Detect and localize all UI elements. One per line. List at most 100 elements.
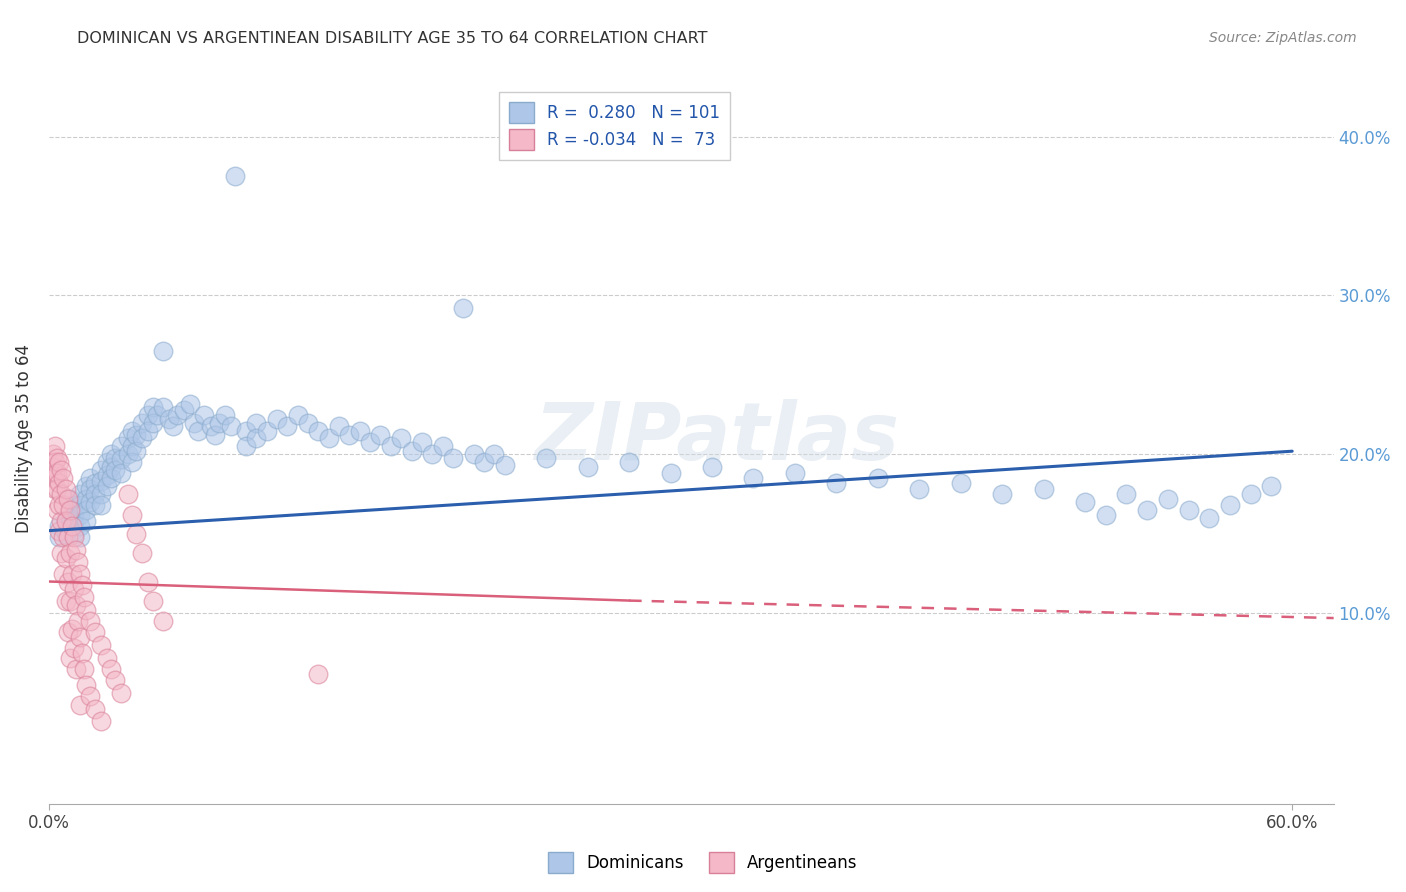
Point (55, 483, 77, 497)
Point (83, 487, 105, 501)
Point (100, 662, 122, 676)
Point (1260, 479, 1282, 493)
Point (63, 530, 86, 544)
Point (245, 416, 267, 430)
Point (145, 408, 167, 422)
Point (63, 508, 86, 522)
Point (125, 444, 148, 458)
Point (59, 593, 82, 607)
Point (55, 514, 77, 528)
Point (46, 467, 69, 481)
Point (65, 542, 87, 557)
Point (131, 432, 153, 446)
Point (69, 530, 91, 544)
Point (121, 508, 143, 522)
Point (297, 416, 319, 430)
Point (1177, 503, 1199, 517)
Point (307, 424, 329, 438)
Point (1115, 487, 1137, 501)
Point (52, 471, 75, 485)
Point (96, 650, 118, 665)
Point (208, 416, 231, 430)
Point (401, 444, 423, 458)
Point (52, 566, 75, 581)
Point (783, 467, 806, 481)
Legend: R =  0.280   N = 101, R = -0.034   N =  73: R = 0.280 N = 101, R = -0.034 N = 73 (499, 92, 730, 160)
Point (1032, 483, 1054, 497)
Point (472, 455, 495, 469)
Point (131, 546, 153, 560)
Point (69, 508, 91, 522)
Point (46, 483, 69, 497)
Point (56, 625, 79, 640)
Point (328, 418, 350, 433)
Point (75, 491, 97, 506)
Point (276, 418, 298, 433)
Point (742, 471, 765, 485)
Point (117, 487, 139, 501)
Point (339, 428, 361, 442)
Point (65, 662, 87, 676)
Point (110, 686, 132, 700)
Point (83, 625, 105, 640)
Point (63, 498, 86, 512)
Legend: Dominicans, Argentineans: Dominicans, Argentineans (541, 846, 865, 880)
Point (183, 416, 205, 430)
Point (48, 524, 70, 538)
Point (69, 487, 91, 501)
Point (73, 591, 96, 605)
Point (110, 452, 132, 467)
Point (70, 577, 93, 591)
Point (200, 418, 222, 433)
Point (453, 301, 475, 315)
Point (825, 475, 848, 490)
Point (152, 614, 174, 628)
Point (75, 514, 97, 528)
Point (48, 519, 70, 533)
Point (224, 169, 246, 184)
Point (617, 455, 640, 469)
Point (69, 566, 91, 581)
Point (79, 689, 101, 703)
Point (90, 475, 112, 489)
Point (389, 432, 412, 446)
Point (51, 546, 73, 560)
Point (138, 574, 160, 589)
Point (370, 428, 392, 442)
Point (51, 487, 73, 501)
Point (59, 511, 82, 525)
Point (63, 517, 86, 532)
Point (359, 434, 381, 449)
Point (44, 467, 66, 481)
Point (52, 498, 75, 512)
Text: ZIPatlas: ZIPatlas (534, 400, 900, 477)
Point (96, 468, 118, 483)
Point (157, 412, 180, 426)
Point (70, 646, 93, 660)
Point (60, 622, 83, 636)
Point (235, 439, 257, 453)
Point (48, 498, 70, 512)
Point (1219, 498, 1241, 512)
Point (463, 447, 485, 461)
Point (494, 458, 516, 473)
Point (659, 467, 682, 481)
Point (110, 467, 132, 481)
Point (55, 593, 77, 607)
Point (55, 514, 77, 528)
Point (96, 455, 118, 469)
Point (90, 463, 112, 477)
Point (75, 503, 97, 517)
Point (245, 432, 267, 446)
Point (1198, 511, 1220, 525)
Point (83, 475, 105, 490)
Point (117, 432, 139, 446)
Point (42, 471, 65, 485)
Point (142, 593, 165, 607)
Point (60, 566, 83, 581)
Point (420, 447, 443, 461)
Point (75, 479, 97, 493)
Y-axis label: Disability Age 35 to 64: Disability Age 35 to 64 (15, 344, 32, 533)
Point (90, 498, 112, 512)
Point (79, 614, 101, 628)
